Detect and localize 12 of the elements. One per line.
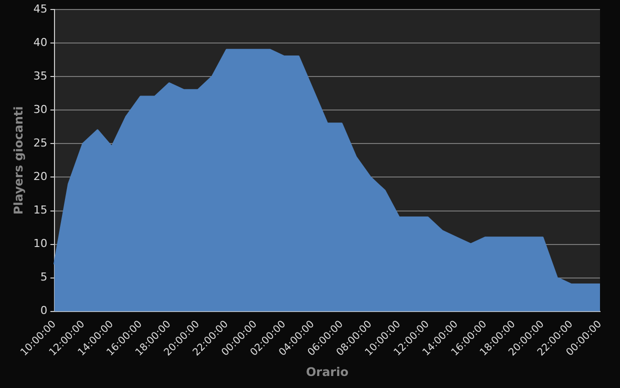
y-tick-label: 15 xyxy=(33,204,48,217)
y-tick-label: 40 xyxy=(33,36,48,49)
y-tick-label: 20 xyxy=(33,170,48,184)
y-tick-label: 5 xyxy=(40,270,48,284)
y-tick-label: 0 xyxy=(40,304,48,318)
y-tick-label: 30 xyxy=(33,103,48,116)
x-axis-title: Orario xyxy=(306,364,348,379)
y-tick-label: 10 xyxy=(33,237,48,250)
y-tick-label: 35 xyxy=(33,70,48,83)
y-axis-title: Players giocanti xyxy=(11,106,26,215)
y-tick-label: 45 xyxy=(33,2,48,16)
y-tick-label: 25 xyxy=(33,136,48,150)
